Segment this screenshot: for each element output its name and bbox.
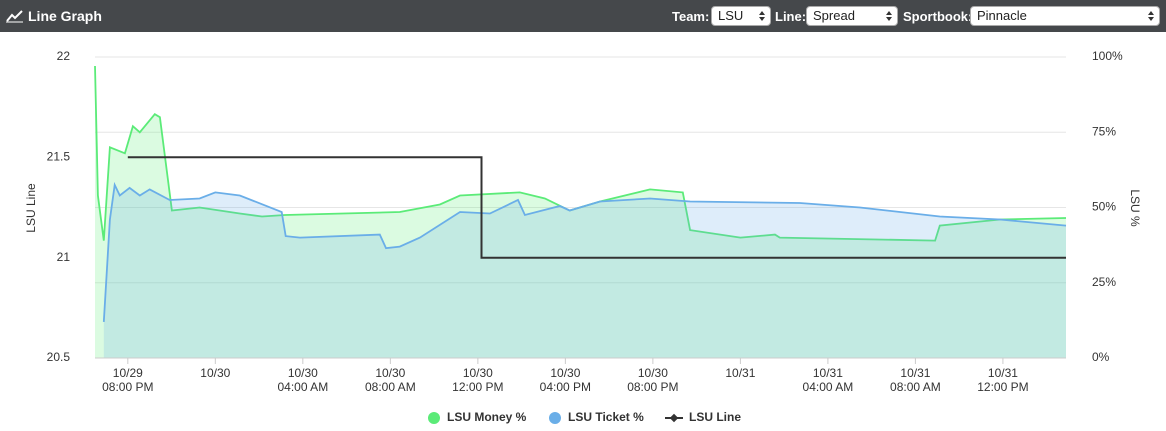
team-select[interactable]: LSU	[711, 6, 771, 26]
y-tick-label: 21	[57, 250, 71, 264]
x-tick-label: 10/30	[463, 366, 493, 380]
x-tick-label: 08:00 PM	[627, 380, 678, 394]
y2-tick-label: 75%	[1092, 124, 1116, 138]
x-tick-label: 10/31	[900, 366, 930, 380]
y2-tick-label: 100%	[1092, 49, 1123, 63]
y-tick-label: 22	[57, 49, 71, 63]
area	[95, 66, 1066, 358]
legend-marker	[428, 412, 440, 424]
sportbook-select[interactable]: Pinnacle	[970, 6, 1160, 26]
header: Line Graph Team: LSU Line: Spread Sportb…	[0, 0, 1166, 32]
y2-tick-label: 0%	[1092, 350, 1110, 364]
x-tick-label: 10/30	[638, 366, 668, 380]
control-label: Sportbook:	[903, 9, 973, 24]
y-axis-title: LSU Line	[24, 183, 38, 233]
x-tick-label: 10/31	[988, 366, 1018, 380]
chart-icon	[6, 10, 23, 23]
y-tick-label: 21.5	[47, 150, 71, 164]
y2-tick-label: 50%	[1092, 200, 1116, 214]
x-tick-label: 08:00 AM	[365, 380, 416, 394]
legend-marker	[549, 412, 561, 424]
line	[94, 65, 1067, 242]
legend-label: LSU Money %	[447, 410, 527, 424]
x-tick-label: 04:00 PM	[540, 380, 591, 394]
control-label: Line:	[775, 9, 807, 24]
x-tick-label: 04:00 AM	[803, 380, 854, 394]
x-tick-label: 10/30	[550, 366, 580, 380]
x-tick-label: 10/30	[200, 366, 230, 380]
x-tick-label: 08:00 AM	[890, 380, 941, 394]
y2-axis-title: LSU %	[1128, 189, 1142, 227]
control-label: Team:	[672, 9, 710, 24]
x-tick-label: 12:00 PM	[452, 380, 503, 394]
legend-label: LSU Ticket %	[568, 410, 644, 424]
x-tick-label: 10/31	[813, 366, 843, 380]
area	[103, 184, 1067, 358]
line-select[interactable]: Spread	[806, 6, 898, 26]
x-tick-label: 12:00 PM	[977, 380, 1028, 394]
chart: LSU Line LSU % 0% 25% 50% 75% 100% 20.5 21 21.5…	[24, 49, 1142, 424]
header-title: Line Graph	[28, 8, 102, 24]
x-tick-label: 10/29	[113, 366, 143, 380]
legend-label: LSU Line	[689, 410, 741, 424]
x-tick-label: 10/30	[288, 366, 318, 380]
line	[127, 156, 1066, 259]
x-tick-label: 04:00 AM	[277, 380, 328, 394]
x-tick-label: 10/30	[375, 366, 405, 380]
x-tick-label: 08:00 PM	[102, 380, 153, 394]
x-tick-label: 10/31	[725, 366, 755, 380]
legend-marker	[669, 413, 679, 423]
y2-tick-label: 25%	[1092, 275, 1116, 289]
y-tick-label: 20.5	[47, 350, 71, 364]
line	[102, 181, 1067, 322]
